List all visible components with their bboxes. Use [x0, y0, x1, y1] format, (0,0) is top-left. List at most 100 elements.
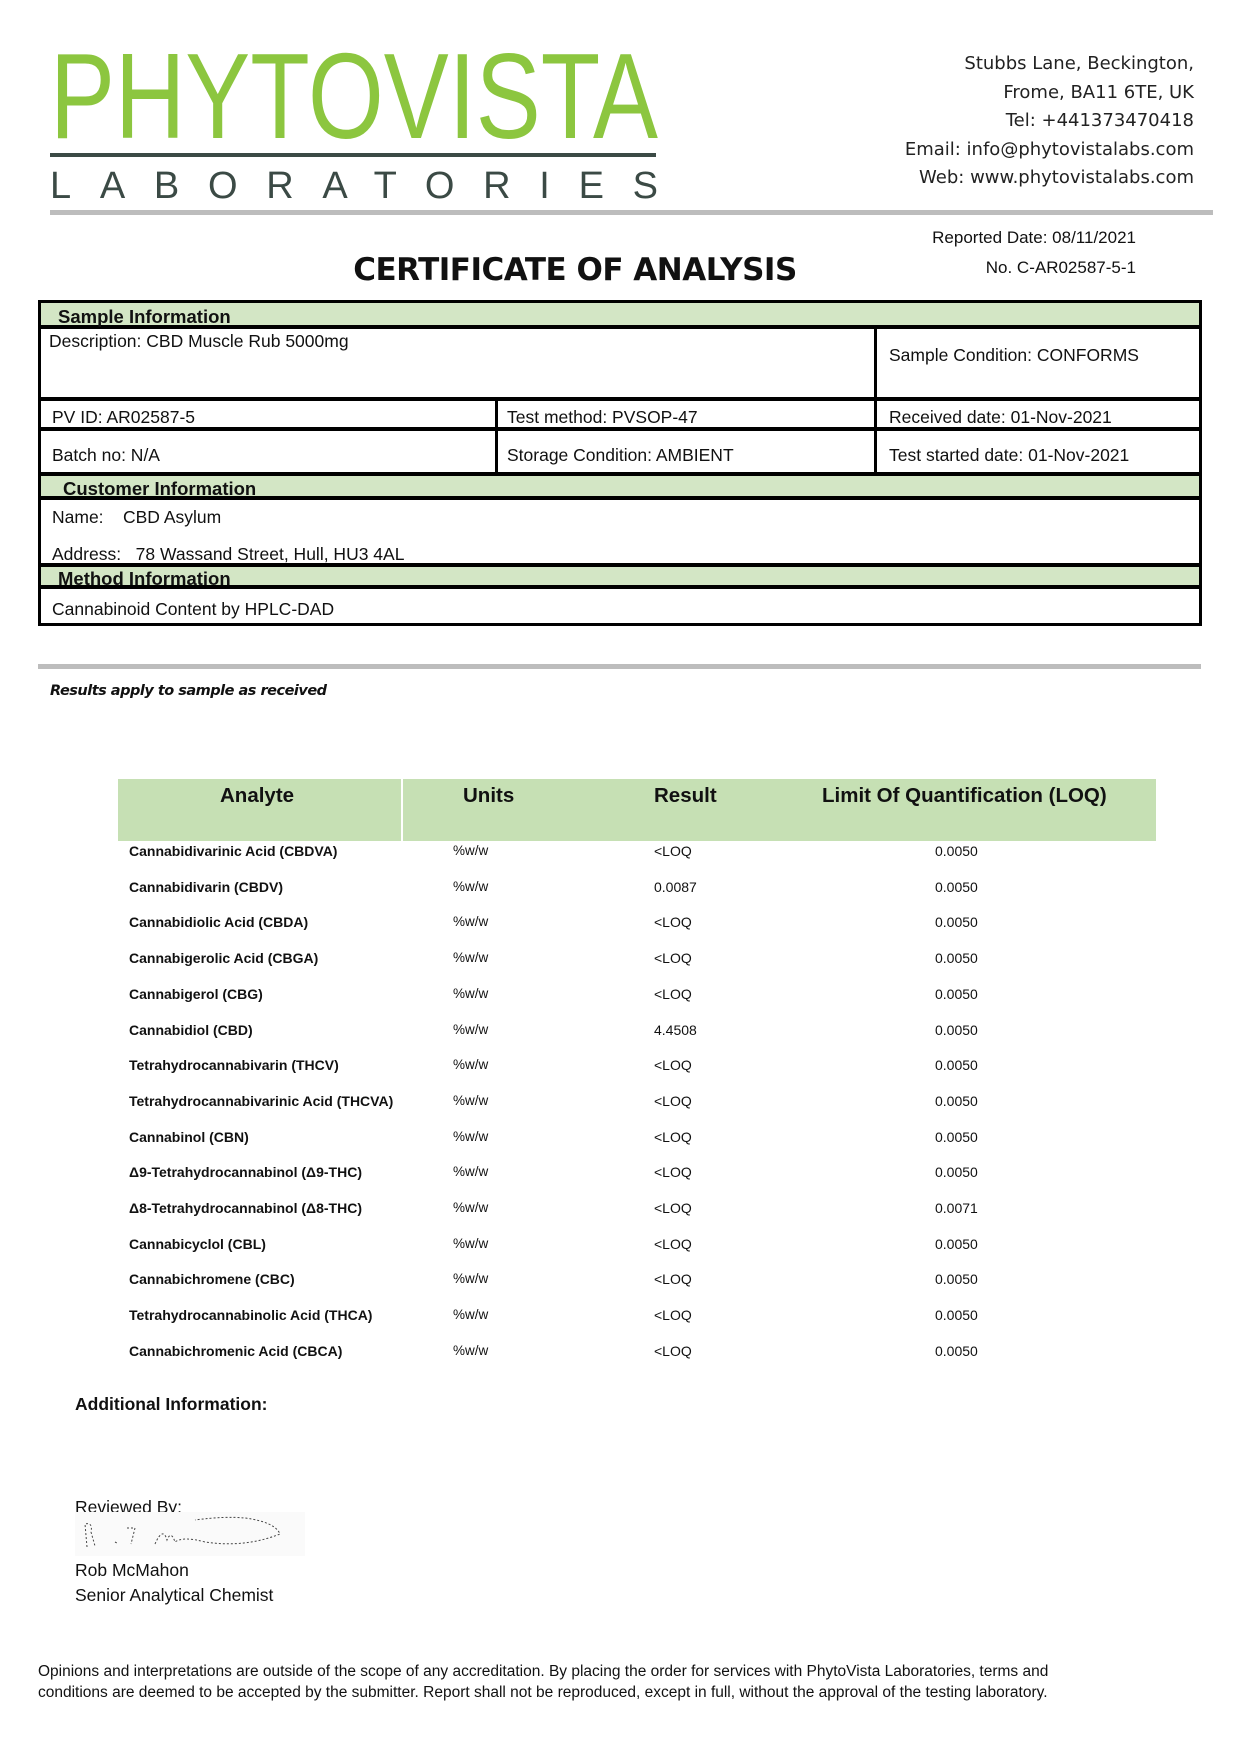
page-title: CERTIFICATE OF ANALYSIS — [353, 252, 797, 288]
customer-address: Address: 78 Wassand Street, Hull, HU3 4A… — [44, 544, 404, 565]
analyte-name: Cannabidivarin (CBDV) — [129, 878, 284, 895]
result-value: 4.4508 — [654, 1021, 697, 1038]
loq-value: 0.0050 — [935, 985, 978, 1002]
units: %w/w — [453, 1307, 489, 1323]
analyte-name: Cannabigerolic Acid (CBGA) — [129, 950, 319, 967]
analyte-name: Tetrahydrocannabivarin (THCV) — [129, 1057, 339, 1074]
storage-condition: Storage Condition: AMBIENT — [507, 445, 734, 465]
units: %w/w — [453, 1235, 489, 1251]
section-divider — [38, 664, 1201, 669]
method-value: Cannabinoid Content by HPLC-DAD — [52, 599, 335, 619]
analyte-name: Cannabichromenic Acid (CBCA) — [129, 1342, 343, 1359]
company-logo: PHYTOVISTA LABORATORIES — [50, 40, 659, 205]
result-value: <LOQ — [654, 914, 692, 931]
result-value: <LOQ — [654, 1057, 692, 1074]
column-header-analyte: Analyte — [220, 784, 295, 807]
test-started-date: Test started date: 01-Nov-2021 — [889, 445, 1130, 465]
loq-value: 0.0050 — [935, 1342, 978, 1359]
analyte-name: Tetrahydrocannabinolic Acid (THCA) — [129, 1307, 373, 1324]
logo-wordmark: PHYTOVISTA — [50, 40, 659, 164]
loq-value: 0.0050 — [935, 914, 978, 931]
loq-value: 0.0050 — [935, 1057, 978, 1074]
reviewer-name: Rob McMahon — [75, 1560, 189, 1580]
results-note: Results apply to sample as received — [50, 683, 327, 699]
header-divider — [50, 210, 1213, 215]
loq-value: 0.0050 — [935, 950, 978, 967]
email: Email: info@phytovistalabs.com — [904, 138, 1194, 160]
units: %w/w — [453, 1092, 489, 1108]
units: %w/w — [453, 1342, 489, 1358]
analyte-name: Tetrahydrocannabivarinic Acid (THCVA) — [129, 1092, 394, 1109]
loq-value: 0.0050 — [935, 1235, 978, 1252]
customer-name: Name: CBD Asylum — [44, 507, 221, 528]
method-info-header: Method Information — [41, 567, 1199, 589]
sample-condition: Sample Condition: CONFORMS — [889, 345, 1139, 365]
result-value: <LOQ — [654, 1342, 692, 1359]
customer-name-value: CBD Asylum — [123, 507, 222, 527]
result-value: <LOQ — [654, 950, 692, 967]
received-date: Received date: 01-Nov-2021 — [889, 407, 1112, 427]
analyte-name: Cannabidivarinic Acid (CBDVA) — [129, 843, 338, 859]
loq-value: 0.0050 — [935, 1307, 978, 1324]
customer-address-value: 78 Wassand Street, Hull, HU3 4AL — [135, 544, 405, 564]
analyte-name: Δ8-Tetrahydrocannabinol (Δ8-THC) — [129, 1200, 362, 1216]
reported-date: Reported Date: 08/11/2021 — [932, 228, 1136, 247]
results-table-header — [118, 779, 1156, 841]
result-value: <LOQ — [654, 985, 692, 1002]
disclaimer: Opinions and interpretations are outside… — [38, 1663, 1049, 1701]
column-header-loq: Limit Of Quantification (LOQ) — [822, 784, 1107, 807]
sample-description: Description: CBD Muscle Rub 5000mg — [49, 331, 349, 351]
column-header-result: Result — [654, 784, 717, 807]
analyte-name: Cannabinol (CBN) — [129, 1128, 249, 1145]
analyte-name: Cannabichromene (CBC) — [129, 1271, 295, 1288]
customer-info-header: Customer Information — [41, 476, 1199, 500]
loq-value: 0.0050 — [935, 1164, 978, 1181]
units: %w/w — [453, 1164, 489, 1180]
loq-value: 0.0050 — [935, 1128, 978, 1145]
address-line: Frome, BA11 6TE, UK — [1003, 81, 1194, 103]
loq-value: 0.0071 — [935, 1200, 978, 1216]
batch-number: Batch no: N/A — [52, 445, 160, 465]
company-address: Stubbs Lane, Beckington, Frome, BA11 6TE… — [905, 50, 1194, 193]
analyte-name: Δ9-Tetrahydrocannabinol (Δ9-THC) — [129, 1164, 362, 1181]
units: %w/w — [453, 1128, 489, 1144]
result-value: <LOQ — [654, 1092, 692, 1109]
pv-id: PV ID: AR02587-5 — [52, 407, 195, 427]
result-value: <LOQ — [654, 1271, 692, 1288]
units: %w/w — [453, 843, 489, 858]
units: %w/w — [453, 1021, 489, 1037]
loq-value: 0.0050 — [935, 1021, 978, 1038]
units: %w/w — [453, 985, 489, 1001]
loq-value: 0.0050 — [935, 1271, 978, 1288]
analyte-name: Cannabigerol (CBG) — [129, 985, 263, 1002]
loq-value: 0.0050 — [935, 1092, 978, 1109]
reviewer-title: Senior Analytical Chemist — [75, 1585, 274, 1605]
signature — [75, 1512, 305, 1556]
loq-value: 0.0050 — [935, 878, 978, 895]
result-value: <LOQ — [654, 1128, 692, 1145]
units: %w/w — [453, 1057, 489, 1073]
units: %w/w — [453, 1200, 489, 1215]
analyte-name: Cannabicyclol (CBL) — [129, 1235, 266, 1252]
certificate-number: No. C-AR02587-5-1 — [985, 258, 1136, 277]
result-value: <LOQ — [654, 1164, 692, 1181]
address-line: Stubbs Lane, Beckington, — [964, 53, 1194, 74]
analyte-name: Cannabidiol (CBD) — [129, 1021, 253, 1038]
phone: Tel: +441373470418 — [1005, 110, 1194, 131]
logo-subtitle: LABORATORIES — [50, 165, 658, 205]
result-value: 0.0087 — [654, 878, 697, 895]
result-value: <LOQ — [654, 1307, 692, 1324]
units: %w/w — [453, 1271, 489, 1287]
units: %w/w — [453, 950, 489, 966]
test-method: Test method: PVSOP-47 — [507, 407, 698, 427]
additional-info-label: Additional Information: — [75, 1394, 268, 1414]
analyte-name: Cannabidiolic Acid (CBDA) — [129, 914, 309, 931]
loq-value: 0.0050 — [935, 843, 978, 859]
customer-name-label: Name: — [52, 507, 104, 527]
sample-info-box: Sample Information Description: CBD Musc… — [38, 300, 1202, 626]
units: %w/w — [453, 914, 489, 930]
customer-address-label: Address: — [52, 544, 122, 564]
column-header-units: Units — [463, 784, 515, 807]
units: %w/w — [453, 878, 489, 894]
result-value: <LOQ — [654, 1200, 692, 1216]
